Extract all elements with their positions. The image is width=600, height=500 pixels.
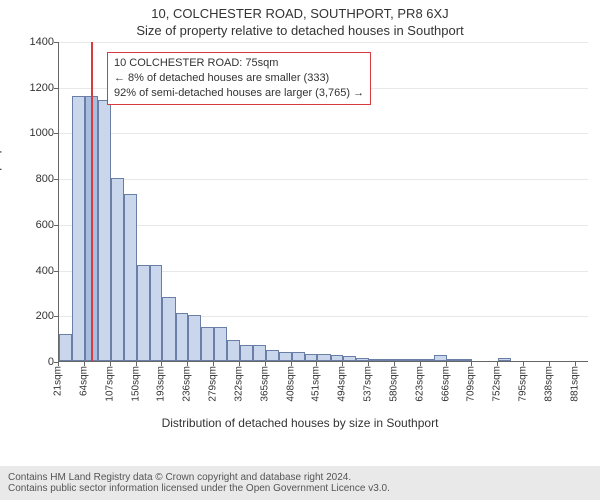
histogram-bar xyxy=(188,315,201,361)
histogram-bar xyxy=(343,356,356,361)
histogram-bar xyxy=(214,327,227,361)
annotation-box: 10 COLCHESTER ROAD: 75sqm← 8% of detache… xyxy=(107,52,371,105)
histogram-bar xyxy=(162,297,175,361)
y-tick-mark xyxy=(54,88,58,89)
histogram-bar xyxy=(408,359,421,361)
histogram-bar xyxy=(240,345,253,361)
y-tick-label: 400 xyxy=(14,265,54,277)
x-tick-label: 193sqm xyxy=(156,366,167,402)
property-size-marker xyxy=(91,42,93,361)
x-tick-label: 623sqm xyxy=(414,366,425,402)
x-tick-label: 279sqm xyxy=(208,366,219,402)
y-tick-label: 1400 xyxy=(14,36,54,48)
histogram-bar xyxy=(279,352,292,361)
footer-attribution: Contains HM Land Registry data © Crown c… xyxy=(0,466,600,500)
histogram-bar xyxy=(201,327,214,361)
x-tick-label: 752sqm xyxy=(492,366,503,402)
x-tick-label: 580sqm xyxy=(388,366,399,402)
histogram-bar xyxy=(331,355,344,361)
histogram-bar xyxy=(124,194,137,361)
x-tick-label: 795sqm xyxy=(518,366,529,402)
histogram-bar xyxy=(434,355,447,361)
y-tick-mark xyxy=(54,179,58,180)
y-tick-mark xyxy=(54,225,58,226)
x-tick-label: 236sqm xyxy=(182,366,193,402)
x-tick-label: 21sqm xyxy=(53,366,64,396)
y-tick-mark xyxy=(54,271,58,272)
x-tick-label: 365sqm xyxy=(259,366,270,402)
page-title-address: 10, COLCHESTER ROAD, SOUTHPORT, PR8 6XJ xyxy=(0,0,600,21)
x-tick-label: 451sqm xyxy=(311,366,322,402)
histogram-bar xyxy=(137,265,150,361)
footer-line2: Contains public sector information licen… xyxy=(8,483,592,494)
gridline xyxy=(59,42,588,43)
histogram-bar xyxy=(266,350,279,361)
y-tick-label: 600 xyxy=(14,219,54,231)
histogram-bar xyxy=(227,340,240,361)
histogram-bar xyxy=(150,265,163,361)
histogram-bar xyxy=(305,354,318,361)
histogram-bar xyxy=(292,352,305,361)
page-title-subtitle: Size of property relative to detached ho… xyxy=(0,21,600,42)
y-axis-label: Number of detached properties xyxy=(0,117,2,282)
histogram-bar xyxy=(317,354,330,361)
x-tick-label: 537sqm xyxy=(363,366,374,402)
x-tick-label: 322sqm xyxy=(233,366,244,402)
x-tick-label: 666sqm xyxy=(440,366,451,402)
y-tick-mark xyxy=(54,316,58,317)
y-tick-mark xyxy=(54,133,58,134)
histogram-bar xyxy=(382,359,395,361)
footer-line1: Contains HM Land Registry data © Crown c… xyxy=(8,472,592,483)
histogram-bar xyxy=(421,359,434,361)
x-tick-label: 150sqm xyxy=(130,366,141,402)
x-tick-label: 838sqm xyxy=(543,366,554,402)
y-tick-mark xyxy=(54,42,58,43)
annotation-line: 10 COLCHESTER ROAD: 75sqm xyxy=(114,56,364,71)
x-axis-label: Distribution of detached houses by size … xyxy=(0,416,600,430)
gridline xyxy=(59,179,588,180)
gridline xyxy=(59,133,588,134)
x-tick-label: 881sqm xyxy=(569,366,580,402)
x-tick-label: 709sqm xyxy=(466,366,477,402)
gridline xyxy=(59,225,588,226)
histogram-bar xyxy=(356,358,369,361)
annotation-line: ← 8% of detached houses are smaller (333… xyxy=(114,71,364,86)
histogram-bar xyxy=(72,96,85,361)
y-tick-label: 1000 xyxy=(14,127,54,139)
y-tick-label: 200 xyxy=(14,310,54,322)
y-tick-label: 1200 xyxy=(14,82,54,94)
histogram-bar xyxy=(498,358,511,361)
x-tick-label: 107sqm xyxy=(104,366,115,402)
histogram-chart: 10 COLCHESTER ROAD: 75sqm← 8% of detache… xyxy=(58,42,588,412)
histogram-bar xyxy=(253,345,266,361)
x-tick-label: 494sqm xyxy=(337,366,348,402)
x-tick-label: 408sqm xyxy=(285,366,296,402)
histogram-bar xyxy=(460,359,473,361)
histogram-bar xyxy=(98,100,111,361)
histogram-bar xyxy=(369,359,382,361)
histogram-bar xyxy=(59,334,72,361)
y-tick-label: 800 xyxy=(14,173,54,185)
histogram-bar xyxy=(395,359,408,361)
y-tick-label: 0 xyxy=(14,356,54,368)
annotation-line: 92% of semi-detached houses are larger (… xyxy=(114,86,364,101)
x-tick-label: 64sqm xyxy=(78,366,89,396)
histogram-bar xyxy=(176,313,189,361)
plot-area: 10 COLCHESTER ROAD: 75sqm← 8% of detache… xyxy=(58,42,588,362)
histogram-bar xyxy=(447,359,460,361)
histogram-bar xyxy=(111,178,124,361)
